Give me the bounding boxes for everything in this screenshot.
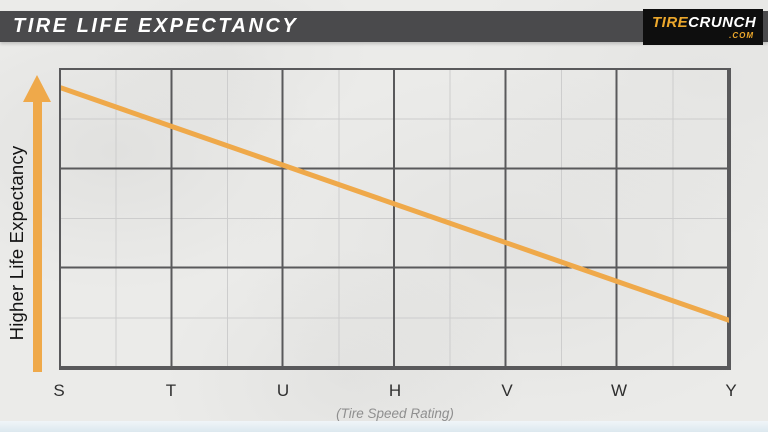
x-axis-caption: (Tire Speed Rating) bbox=[336, 406, 454, 421]
plot-area bbox=[59, 68, 731, 370]
y-axis-label: Higher Life Expectancy bbox=[6, 145, 27, 341]
y-axis-arrow-shaft bbox=[33, 100, 42, 372]
x-axis-label: T bbox=[165, 381, 177, 400]
x-axis-label: W bbox=[610, 381, 628, 400]
brand-logo: TIRECRUNCH .COM bbox=[643, 9, 763, 45]
x-axis-label: V bbox=[501, 381, 513, 400]
brand-logo-suffix: .COM bbox=[729, 31, 754, 40]
trend-line bbox=[61, 85, 729, 323]
brand-logo-part1: TIRE bbox=[652, 14, 689, 31]
x-axis-label: U bbox=[276, 381, 290, 400]
brand-logo-text: TIRECRUNCH bbox=[652, 14, 757, 31]
header-bar: TIRE LIFE EXPECTANCY TIRECRUNCH .COM bbox=[0, 9, 768, 45]
x-axis-label: H bbox=[388, 381, 402, 400]
x-axis-label: Y bbox=[725, 381, 737, 400]
footer-strip bbox=[0, 421, 768, 432]
y-axis-arrow-head bbox=[23, 75, 51, 102]
page-title: TIRE LIFE EXPECTANCY bbox=[13, 15, 299, 37]
brand-logo-part2: CRUNCH bbox=[688, 14, 757, 31]
x-axis-label: S bbox=[53, 381, 65, 400]
